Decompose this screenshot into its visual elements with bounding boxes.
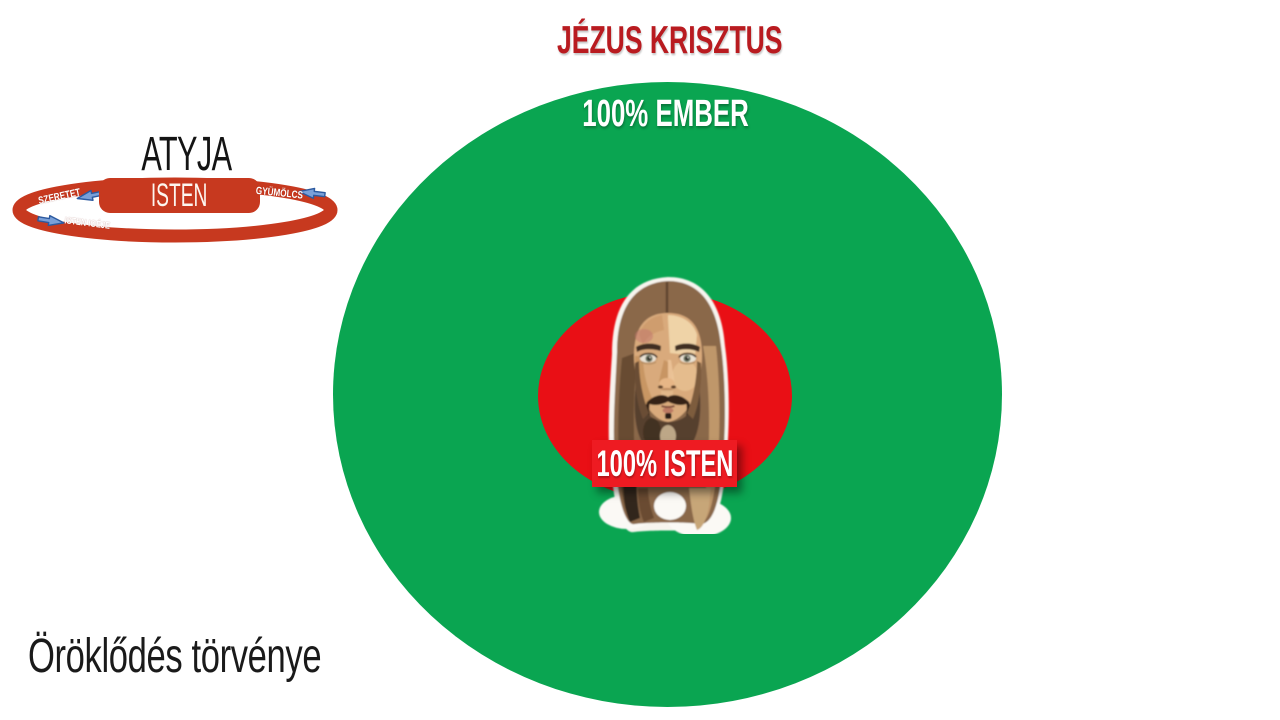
- arrow-isten-igeje-icon: [37, 214, 65, 227]
- father-god-box: ISTEN: [99, 177, 260, 213]
- jesus-portrait-image: [599, 277, 731, 534]
- mustache: [647, 395, 689, 405]
- father-title: ATYJA: [141, 128, 232, 181]
- page-title-text: JÉZUS KRISZTUS: [557, 19, 783, 62]
- page-title: JÉZUS KRISZTUS: [420, 19, 920, 63]
- caption-title: Öröklődés törvénye: [28, 630, 322, 683]
- arrow-gyumolcs-icon: [298, 187, 326, 200]
- outer-circle-label: 100% EMBER: [581, 93, 749, 135]
- inner-ellipse-label: 100% ISTEN: [592, 440, 737, 487]
